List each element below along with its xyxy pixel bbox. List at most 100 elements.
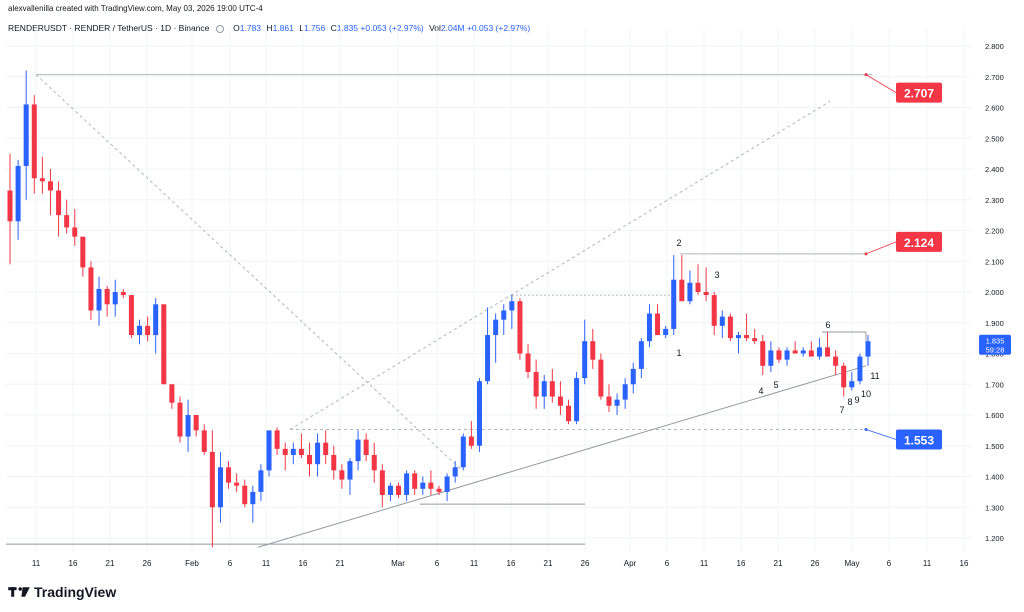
diagonal-channel-line xyxy=(289,100,831,430)
candle-body xyxy=(719,316,725,326)
x-axis-tick-label: 16 xyxy=(299,559,308,568)
candle-body xyxy=(64,215,70,228)
candle-body xyxy=(436,488,442,492)
candle-body xyxy=(145,325,151,336)
x-axis-tick-label: 11 xyxy=(700,559,709,568)
candle-body xyxy=(444,476,450,492)
y-axis-tick-label: 1.400 xyxy=(985,473,1004,482)
current-price-text: 1.835 xyxy=(986,337,1005,346)
candle-body xyxy=(217,467,223,508)
x-axis-tick-label: 6 xyxy=(435,559,440,568)
candle-body xyxy=(703,292,709,296)
candle-body xyxy=(727,316,733,339)
candle-body xyxy=(120,292,126,296)
candle-body xyxy=(752,338,758,342)
price-label-text: 2.707 xyxy=(904,87,934,101)
price-label-connector xyxy=(865,74,897,93)
candle-body xyxy=(404,473,410,495)
candle-body xyxy=(849,381,855,388)
candle-body xyxy=(266,430,272,471)
candle-body xyxy=(226,467,232,483)
candle-body xyxy=(452,467,458,477)
candle-body xyxy=(88,267,94,311)
y-axis-tick-label: 1.700 xyxy=(985,380,1004,389)
price-label-text: 2.124 xyxy=(904,236,934,250)
wave-label: 5 xyxy=(773,380,778,390)
x-axis-tick-label: Apr xyxy=(624,559,637,568)
candle-body xyxy=(193,415,199,431)
candle-body xyxy=(509,301,515,311)
bar-countdown-text: 59:28 xyxy=(986,346,1005,355)
x-axis-tick-label: 16 xyxy=(737,559,746,568)
candle-body xyxy=(428,482,434,489)
price-label-connector xyxy=(865,241,897,255)
wave-label: 11 xyxy=(870,371,879,381)
candle-body xyxy=(31,104,37,179)
candle-body xyxy=(574,378,580,422)
price-label-dot xyxy=(864,427,868,431)
x-axis-tick-label: 11 xyxy=(923,559,932,568)
wave-label: 7 xyxy=(839,405,844,415)
candle-body xyxy=(112,292,118,305)
x-axis-tick-label: Mar xyxy=(391,559,405,568)
candle-body xyxy=(315,442,321,465)
candle-body xyxy=(7,190,13,222)
candle-body xyxy=(387,485,393,495)
candle-body xyxy=(760,341,766,366)
symbol-name[interactable]: RENDERUSDT · RENDER / TetherUS · 1D · Bi… xyxy=(8,23,210,33)
candle-body xyxy=(485,335,491,382)
x-axis-tick-label: 16 xyxy=(960,559,969,568)
wave-label: 9 xyxy=(854,395,859,405)
candle-body xyxy=(865,341,871,357)
candle-body xyxy=(525,353,531,372)
candle-body xyxy=(501,310,507,320)
x-axis-tick-label: 21 xyxy=(106,559,115,568)
candle-body xyxy=(80,236,86,268)
candle-body xyxy=(768,350,774,366)
candle-body xyxy=(161,304,167,385)
y-axis-tick-label: 1.500 xyxy=(985,442,1004,451)
candle-body xyxy=(744,335,750,339)
chart-credit: alexvallenilla created with TradingView.… xyxy=(8,4,263,13)
x-axis-tick-label: 21 xyxy=(336,559,345,568)
candle-body xyxy=(825,347,831,357)
candle-body xyxy=(153,304,159,336)
volume-label: Vol xyxy=(429,23,441,33)
candle-body xyxy=(655,313,661,336)
tradingview-logo-icon xyxy=(8,587,30,597)
price-label-badge xyxy=(896,82,942,103)
candle-body xyxy=(735,335,741,339)
volume-change: +0.053 (+2.97%) xyxy=(466,23,531,33)
open-value: 1.783 xyxy=(239,23,262,33)
candle-body xyxy=(96,288,102,311)
y-axis-tick-label: 2.300 xyxy=(985,196,1004,205)
wave-label: 3 xyxy=(714,270,719,280)
x-axis-tick-label: 26 xyxy=(581,559,590,568)
y-axis-tick-label: 2.100 xyxy=(985,257,1004,266)
x-axis-tick-label: 11 xyxy=(470,559,479,568)
candle-body xyxy=(679,279,685,302)
candle-body xyxy=(468,436,474,446)
candle-body xyxy=(533,371,539,397)
footer: TradingView xyxy=(8,582,116,602)
candle-body xyxy=(566,405,572,422)
candle-body xyxy=(72,227,78,237)
candle-body xyxy=(800,350,806,354)
candle-body xyxy=(242,485,248,505)
candle-body xyxy=(128,295,134,336)
y-axis-tick-label: 2.600 xyxy=(985,104,1004,113)
y-axis-tick-label: 2.000 xyxy=(985,288,1004,297)
candle-body xyxy=(606,396,612,406)
current-price-tag[interactable] xyxy=(979,334,1011,355)
candle-body xyxy=(39,178,45,182)
candle-body xyxy=(412,473,418,489)
candle-body xyxy=(331,454,337,471)
market-status-icon xyxy=(215,24,224,33)
x-axis-tick-label: 11 xyxy=(32,559,41,568)
candle-body xyxy=(104,288,110,305)
price-label-badge xyxy=(896,429,942,450)
candle-body xyxy=(420,482,426,489)
y-axis-tick-label: 1.900 xyxy=(985,319,1004,328)
symbol-info-bar: RENDERUSDT · RENDER / TetherUS · 1D · Bi… xyxy=(8,23,530,33)
